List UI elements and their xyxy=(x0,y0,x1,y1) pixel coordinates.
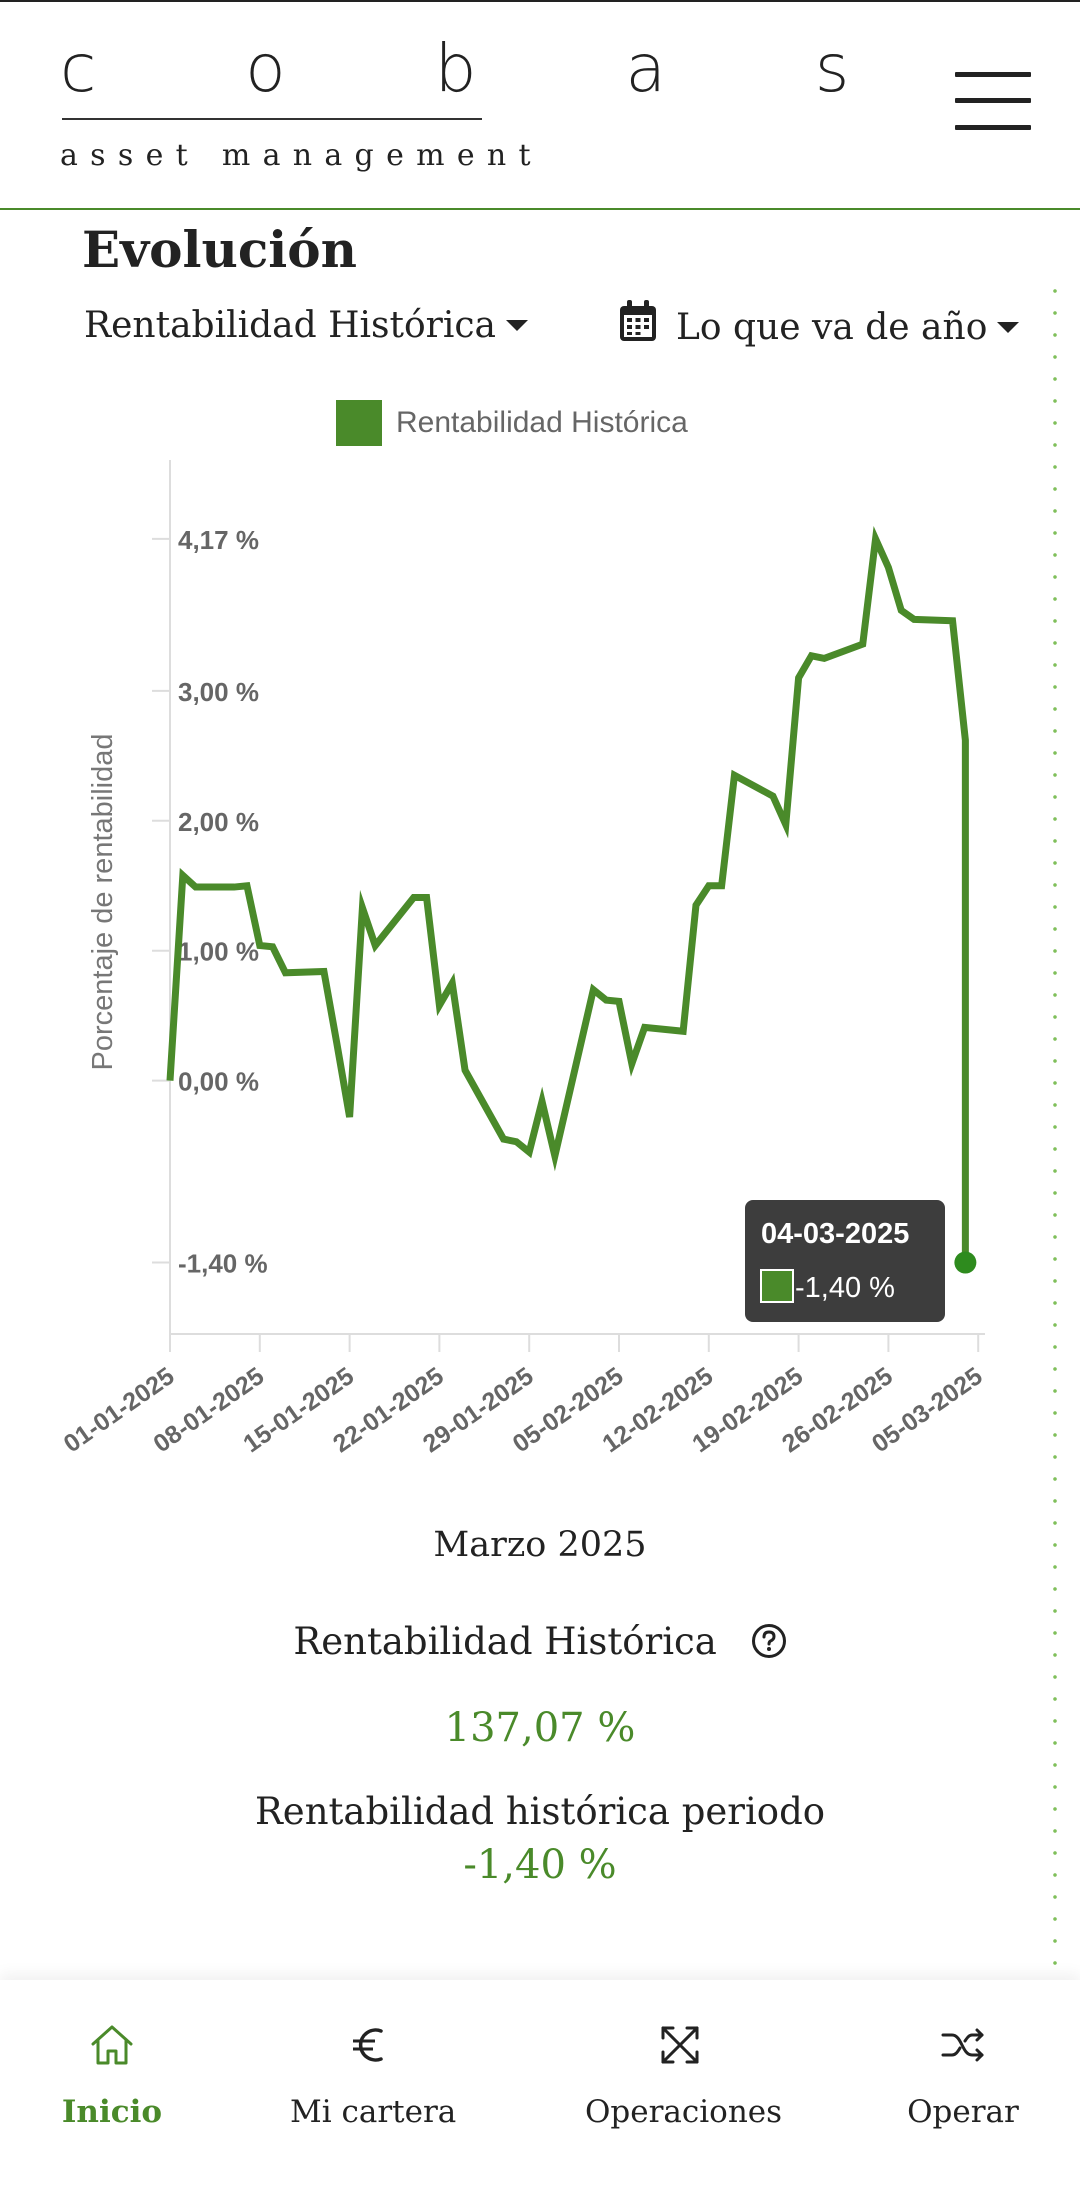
y-tick-label: 2,00 % xyxy=(178,807,259,837)
euro-icon xyxy=(353,2028,383,2062)
scroll-indicator xyxy=(1052,280,1058,1980)
tooltip-swatch xyxy=(760,1269,794,1303)
nav-mi-cartera[interactable]: Mi cartera xyxy=(290,2020,457,2130)
tooltip-date: 04-03-2025 xyxy=(761,1218,909,1250)
menu-bar-middle xyxy=(955,98,1031,103)
nav-label: Mi cartera xyxy=(290,2094,457,2130)
legend-label: Rentabilidad Histórica xyxy=(396,406,688,439)
tooltip-box xyxy=(745,1200,945,1322)
y-tick-label: 0,00 % xyxy=(178,1067,259,1097)
home-icon xyxy=(91,2025,133,2065)
evolution-chart: Rentabilidad Histórica -1,40 % 0,00 % 1,00… xyxy=(0,390,1080,1500)
historic-return-label-text: Rentabilidad Histórica xyxy=(293,1620,717,1663)
y-tick-label: -1,40 % xyxy=(178,1249,268,1279)
logo-wordmark: c o b a s xyxy=(60,30,914,107)
tooltip-value: -1,40 % xyxy=(795,1272,895,1304)
nav-operaciones[interactable]: Operaciones xyxy=(585,2020,783,2130)
nav-inicio[interactable]: Inicio xyxy=(60,2020,164,2130)
y-tick-label: 1,00 % xyxy=(178,937,259,967)
help-icon[interactable] xyxy=(751,1623,787,1659)
nav-label: Operaciones xyxy=(585,2094,783,2130)
historic-return-value: 137,07 % xyxy=(444,1705,636,1751)
cobas-logo[interactable]: c o b a s asset management xyxy=(60,30,914,180)
logo-tagline: asset management xyxy=(60,138,543,173)
period-dropdown[interactable]: Lo que va de año xyxy=(618,300,1020,349)
menu-icon[interactable] xyxy=(955,70,1031,132)
summary-month: Marzo 2025 xyxy=(433,1525,647,1565)
legend-swatch xyxy=(336,400,382,446)
nav-label: Inicio xyxy=(61,2094,163,2130)
metric-dropdown-label: Rentabilidad Histórica xyxy=(84,305,496,346)
menu-bar-top xyxy=(955,72,1031,77)
calendar-icon xyxy=(620,300,656,341)
period-dropdown-label: Lo que va de año xyxy=(676,306,988,348)
nav-operar[interactable]: Operar xyxy=(905,2020,1021,2130)
arrows-cross-icon xyxy=(661,2026,699,2064)
top-border xyxy=(0,0,1080,2)
highlighted-data-point xyxy=(954,1251,977,1274)
chart-legend[interactable]: Rentabilidad Histórica xyxy=(336,400,688,446)
nav-label: Operar xyxy=(907,2094,1019,2130)
app-header: c o b a s asset management xyxy=(0,2,1080,210)
period-return-label: Rentabilidad histórica periodo xyxy=(254,1790,826,1833)
series-line xyxy=(166,525,969,1263)
chevron-down-icon xyxy=(997,321,1020,333)
menu-bar-bottom xyxy=(955,125,1031,130)
bottom-navigation: Inicio Mi cartera Operaciones xyxy=(0,1980,1080,2187)
historic-return-label: Rentabilidad Histórica xyxy=(0,1620,1080,1663)
metric-dropdown[interactable]: Rentabilidad Histórica xyxy=(84,305,528,346)
y-tick-label: 3,00 % xyxy=(178,677,259,707)
y-tick-label: 4,17 % xyxy=(178,525,259,555)
chevron-down-icon xyxy=(505,320,528,331)
chart-svg: -1,40 % 0,00 % 1,00 % 2,00 % 3,00 % 4,17 % Por… xyxy=(59,460,988,1458)
shuffle-icon xyxy=(941,2028,984,2062)
logo-divider xyxy=(62,118,482,120)
period-return-value: -1,40 % xyxy=(463,1842,617,1888)
section-title: Evolución xyxy=(82,220,357,279)
y-axis-title: Porcentaje de rentabilidad xyxy=(87,734,119,1071)
